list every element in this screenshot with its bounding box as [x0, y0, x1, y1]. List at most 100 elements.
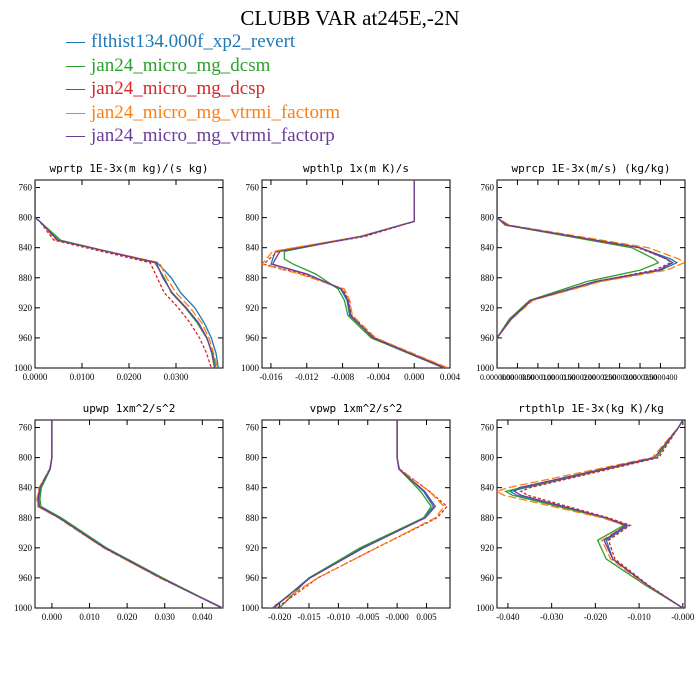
x-tick-label: -0.000 — [386, 612, 410, 622]
series-line — [36, 420, 223, 608]
figure-title: CLUBB VAR at245E,-2N — [240, 6, 460, 30]
y-tick-label: 840 — [481, 483, 495, 493]
series-line — [497, 180, 685, 368]
y-tick-label: 920 — [19, 543, 33, 553]
series-line — [519, 420, 684, 608]
legend-item: — jan24_micro_mg_dcsm — [66, 54, 340, 78]
y-tick-label: 760 — [481, 183, 495, 193]
series-line — [513, 420, 684, 608]
plot-frame — [34, 179, 224, 369]
x-tick-label: 0.0000 — [23, 372, 48, 382]
x-tick-label: -0.020 — [584, 612, 608, 622]
panel-title: vpwp 1xm^2/s^2 — [310, 402, 403, 415]
x-tick-label: -0.020 — [268, 612, 292, 622]
chart-panel: wpthlp 1x(m K)/s7608008408809209601000-0… — [241, 162, 461, 382]
y-tick-label: 760 — [246, 423, 260, 433]
x-tick-label: 0.004 — [440, 372, 461, 382]
y-tick-label: 840 — [481, 243, 495, 253]
legend-label: jan24_micro_mg_vtrmi_factorp — [91, 125, 335, 146]
y-tick-label: 1000 — [241, 363, 260, 373]
y-tick-label: 960 — [19, 333, 33, 343]
x-tick-label: 0.0000300 — [603, 373, 637, 382]
series-line — [270, 420, 445, 608]
y-tick-label: 960 — [19, 573, 33, 583]
legend-item: — jan24_micro_mg_vtrmi_factorm — [66, 101, 340, 125]
plot-frame — [261, 179, 451, 369]
y-tick-label: 880 — [481, 273, 495, 283]
x-tick-label: -0.040 — [496, 612, 520, 622]
x-tick-label: 0.030 — [155, 612, 176, 622]
y-tick-label: 880 — [481, 513, 495, 523]
x-tick-label: 0.0000200 — [562, 373, 596, 382]
y-tick-label: 800 — [246, 213, 260, 223]
series-line — [272, 420, 437, 608]
y-tick-label: 760 — [246, 183, 260, 193]
x-tick-label: 0.0300 — [164, 372, 189, 382]
x-tick-label: 0.0000100 — [521, 373, 555, 382]
y-tick-label: 880 — [19, 513, 33, 523]
x-tick-label: 0.0000000 — [480, 373, 514, 382]
panel-title: wpthlp 1x(m K)/s — [303, 162, 409, 175]
series-line — [35, 180, 216, 368]
y-tick-label: 880 — [246, 513, 260, 523]
series-line — [497, 180, 675, 368]
legend-dash: — — [66, 31, 85, 52]
y-tick-label: 960 — [481, 333, 495, 343]
x-tick-label: 0.000 — [42, 612, 63, 622]
x-tick-label: -0.000 — [671, 612, 695, 622]
y-tick-label: 1000 — [14, 363, 33, 373]
plot-frame — [496, 419, 686, 609]
legend-item: — flthist134.000f_xp2_revert — [66, 30, 340, 54]
series-line — [262, 180, 449, 368]
panel-title: wprtp 1E-3x(m kg)/(s kg) — [50, 162, 209, 175]
panel-title: rtpthlp 1E-3x(kg K)/kg — [518, 402, 664, 415]
legend-dash: — — [66, 101, 85, 123]
x-tick-label: -0.015 — [297, 612, 321, 622]
plot-frame — [34, 419, 224, 609]
chart-panel: wprcp 1E-3x(m/s) (kg/kg) 760 800 840 880 920 9… — [476, 162, 686, 382]
chart-panel: vpwp 1xm^2/s^2 760 800 840 880 920 960 1000 -0.0… — [241, 402, 451, 622]
legend-label: jan24_micro_mg_dcsp — [91, 78, 266, 99]
series-line — [270, 180, 446, 368]
legend-label: flthist134.000f_xp2_revert — [91, 31, 296, 52]
y-tick-label: 760 — [19, 423, 33, 433]
y-tick-label: 1000 — [476, 603, 495, 613]
y-tick-label: 800 — [481, 453, 495, 463]
legend-dash: — — [66, 78, 85, 99]
legend-dash: — — [66, 54, 85, 76]
x-tick-label: 0.010 — [79, 612, 100, 622]
legend-item: — jan24_micro_mg_dcsp — [66, 77, 340, 101]
chart-panel: rtpthlp 1E-3x(kg K)/kg 760 800 840 880 920 960… — [476, 402, 695, 622]
legend-label: jan24_micro_mg_vtrmi_factorm — [91, 101, 341, 123]
y-tick-label: 800 — [19, 213, 33, 223]
x-tick-label: 0.0000050 — [500, 373, 534, 382]
x-tick-label: -0.016 — [259, 372, 283, 382]
x-tick-label: -0.005 — [356, 612, 380, 622]
x-tick-label: 0.000 — [404, 372, 425, 382]
y-tick-label: 840 — [19, 483, 33, 493]
x-tick-label: 0.0000350 — [623, 373, 657, 382]
y-tick-label: 760 — [19, 183, 33, 193]
x-tick-label: 0.0100 — [70, 372, 95, 382]
y-tick-label: 920 — [481, 543, 495, 553]
y-tick-label: 880 — [246, 273, 260, 283]
chart-panel: upwp 1xm^2/s^2 760 800 840 880 920 960 1000 0.00… — [14, 402, 224, 622]
series-line — [271, 180, 445, 368]
y-tick-label: 920 — [481, 303, 495, 313]
series-line — [497, 180, 672, 368]
y-tick-label: 760 — [481, 423, 495, 433]
y-tick-label: 960 — [246, 573, 260, 583]
series-line — [39, 420, 223, 608]
x-tick-label: 0.0000250 — [582, 373, 616, 382]
series-line — [38, 420, 223, 608]
x-tick-label: 0.020 — [117, 612, 138, 622]
x-tick-label: 0.040 — [192, 612, 213, 622]
series-line — [503, 420, 684, 608]
x-tick-label: -0.010 — [327, 612, 351, 622]
series-line — [35, 180, 219, 368]
series-line — [276, 420, 449, 608]
legend-dash: — — [66, 125, 85, 146]
plot-frame — [496, 179, 686, 369]
series-line — [35, 180, 219, 368]
